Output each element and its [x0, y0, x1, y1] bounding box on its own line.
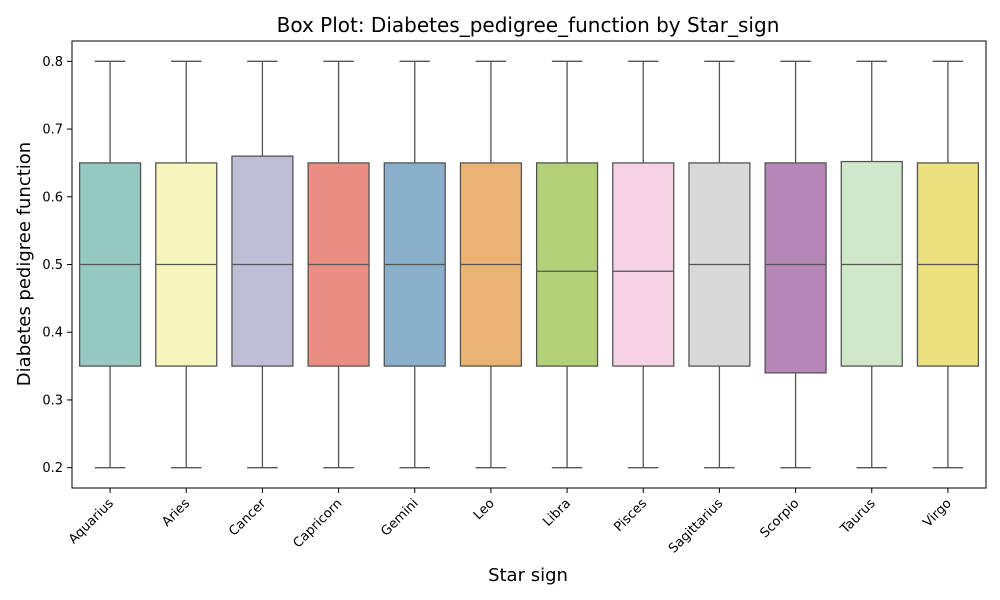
box-capricorn	[307, 60, 370, 469]
box-libra	[535, 60, 599, 469]
y-axis: 0.2 0.3 0.4 0.5 0.6 0.7 0.8	[42, 55, 72, 476]
x-tick-label-gemini: Gemini	[378, 496, 421, 539]
x-tick-label-scorpio: Scorpio	[757, 496, 802, 541]
y-tick-label: 0.6	[42, 190, 63, 205]
box-taurus	[840, 60, 903, 469]
y-tick-label: 0.3	[42, 393, 63, 408]
x-tick-label-taurus: Taurus	[837, 496, 878, 537]
x-tick-label-pisces: Pisces	[611, 496, 650, 535]
iqr-box	[840, 160, 903, 367]
x-tick-label-capricorn: Capricorn	[290, 496, 345, 551]
y-axis-label: Diabetes pedigree function	[14, 142, 35, 386]
box-pisces	[612, 60, 675, 469]
x-tick-label-leo: Leo	[471, 496, 498, 523]
box-leo	[459, 60, 523, 469]
x-tick-label-aquarius: Aquarius	[66, 496, 117, 547]
iqr-box	[764, 162, 827, 374]
x-tick-label-sagittarius: Sagittarius	[666, 496, 726, 556]
box-gemini	[383, 60, 446, 469]
box-cancer	[231, 60, 294, 469]
chart-title: Box Plot: Diabetes_pedigree_function by …	[277, 13, 780, 37]
x-tick-label-virgo: Virgo	[920, 496, 954, 530]
box-sagittarius	[688, 60, 751, 469]
y-tick-label: 0.2	[42, 461, 63, 476]
x-axis-label: Star sign	[488, 565, 568, 586]
box-aries	[155, 60, 218, 469]
iqr-box	[535, 162, 599, 367]
x-tick-label-aries: Aries	[159, 496, 193, 530]
iqr-box	[231, 155, 294, 367]
y-tick-label: 0.4	[42, 326, 63, 341]
box-aquarius	[78, 60, 142, 469]
y-tick-label: 0.5	[42, 258, 63, 273]
y-tick-label: 0.7	[42, 123, 63, 138]
plot-area	[78, 60, 980, 469]
x-tick-label-libra: Libra	[540, 496, 574, 530]
box-scorpio	[764, 60, 827, 469]
iqr-box	[612, 162, 675, 367]
box-virgo	[916, 60, 980, 469]
y-tick-label: 0.8	[42, 55, 63, 70]
x-axis: Aquarius Aries Cancer Capricorn Gemini Leo Lib…	[66, 488, 955, 556]
x-tick-label-cancer: Cancer	[226, 496, 269, 539]
